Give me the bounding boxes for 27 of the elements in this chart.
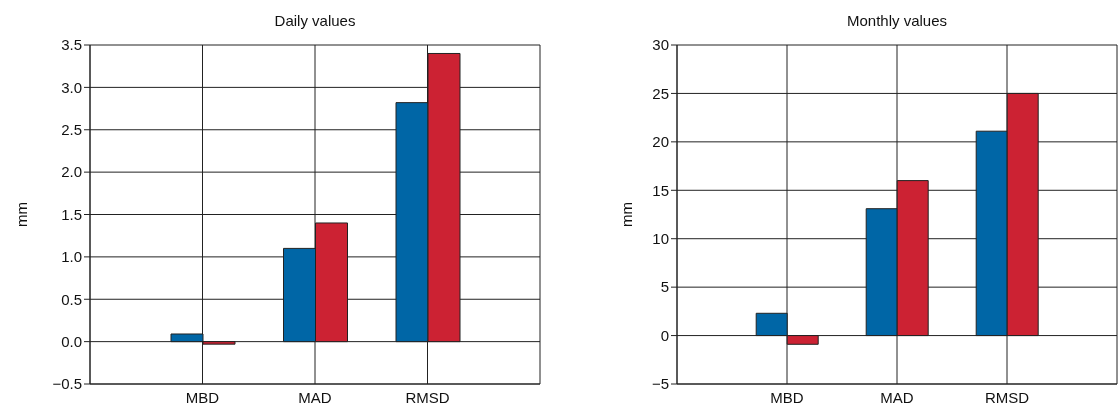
x-tick-label: RMSD [405, 388, 450, 406]
x-tick-label: RMSD [984, 388, 1030, 406]
y-tick-label: 2.0 [61, 163, 82, 181]
y-tick-label: 25 [652, 84, 669, 102]
y-tick-label: 0.5 [61, 290, 82, 308]
y-tick-label: 3.0 [61, 78, 82, 96]
y-tick-label: −5 [651, 375, 669, 393]
y-tick-label: 20 [652, 133, 669, 151]
x-tick-label: MAD [880, 388, 914, 406]
y-tick-label: 1.5 [61, 205, 82, 223]
y-tick-label: 2.5 [61, 121, 82, 139]
y-tick-label: 3.5 [61, 36, 82, 54]
y-axis-title: mm [13, 202, 31, 227]
y-tick-label: 1.0 [61, 248, 82, 266]
x-tick-label: MAD [298, 388, 332, 406]
chart-title: Daily values [273, 12, 357, 29]
y-tick-label: 0.0 [61, 332, 82, 350]
y-axis-title: mm [618, 202, 636, 227]
y-tick-label: 10 [652, 230, 669, 248]
chart-title: Monthly values [845, 12, 949, 29]
y-tick-label: 30 [652, 36, 669, 54]
y-tick-label: 5 [660, 278, 669, 296]
x-tick-label: MBD [770, 388, 804, 406]
y-tick-label: 15 [652, 181, 669, 199]
x-tick-label: MBD [185, 388, 220, 406]
y-tick-label: −0.5 [52, 375, 82, 393]
y-tick-label: 0 [660, 326, 669, 344]
